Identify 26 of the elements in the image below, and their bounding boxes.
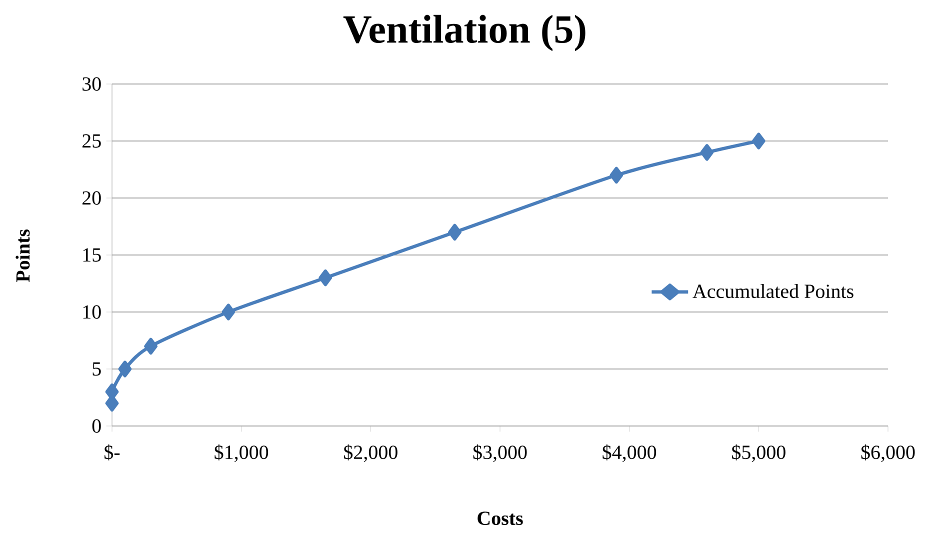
y-tick-label: 30 — [82, 77, 101, 91]
x-tick-label: $- — [104, 444, 120, 460]
chart-title: Ventilation (5) — [343, 14, 586, 52]
point — [610, 166, 624, 184]
y-tick-label: 15 — [83, 248, 101, 262]
y-tick-label: 0 — [92, 419, 101, 433]
x-tick-label: $5,000 — [732, 444, 786, 462]
point — [448, 224, 462, 241]
point — [144, 338, 158, 355]
x-tick-label: $4,000 — [602, 444, 656, 462]
point — [752, 132, 766, 150]
y-tick-label: 20 — [82, 191, 101, 205]
x-tick-label: $1,000 — [214, 444, 268, 462]
x-axis-title: Costs — [478, 512, 523, 526]
y-tick-label: 10 — [83, 305, 101, 319]
point — [700, 144, 714, 161]
point — [118, 360, 132, 378]
legend-label: Accumulated Points — [692, 284, 854, 298]
x-tick-label: $3,000 — [473, 444, 527, 462]
y-tick-label: 25 — [82, 134, 101, 148]
x-tick-label: $2,000 — [344, 444, 398, 462]
x-tick-label: $6,000 — [861, 444, 915, 462]
y-tick-label: 5 — [92, 362, 101, 376]
y-axis-title: Points — [16, 229, 30, 282]
point — [222, 304, 236, 320]
point — [318, 269, 332, 286]
